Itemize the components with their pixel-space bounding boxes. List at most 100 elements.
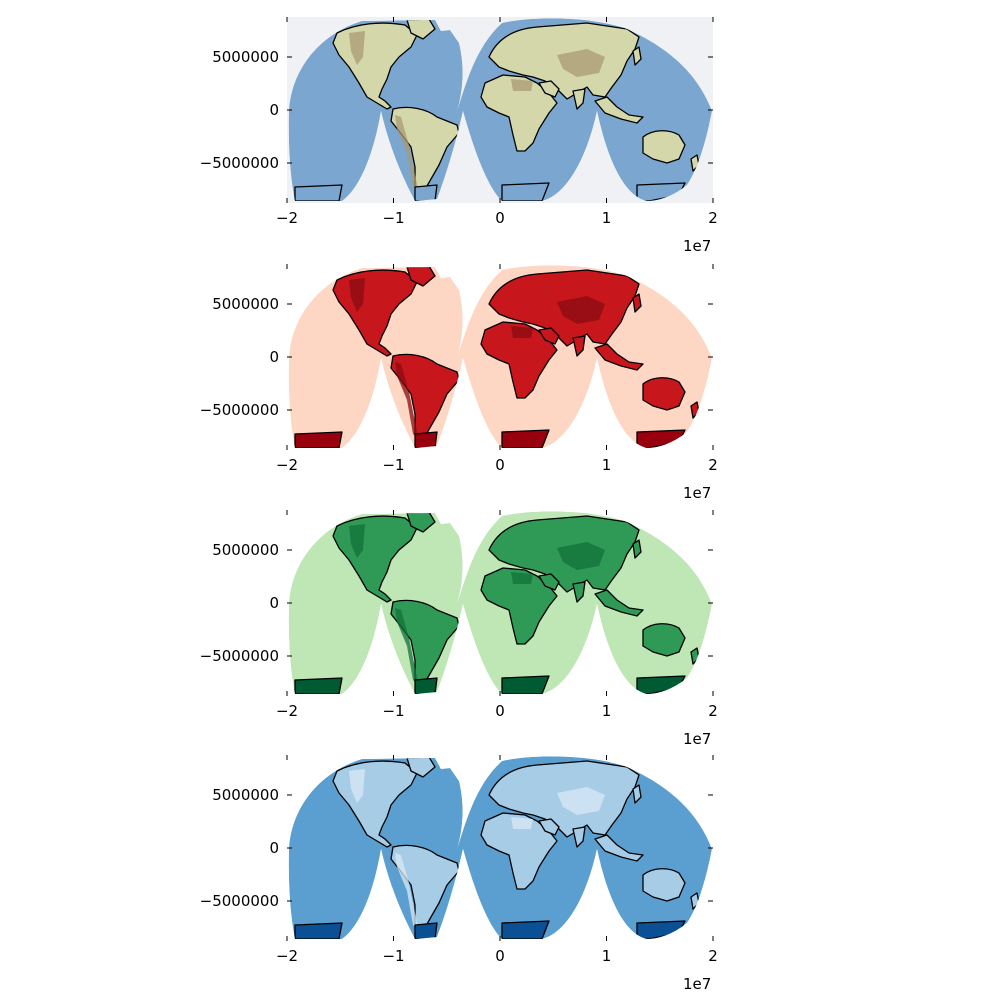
x-tick-label: −1 [382,456,404,474]
north-america-highland [349,769,365,803]
africa-highland [511,326,533,338]
x-tick-label: −2 [276,702,298,720]
japan-landmass [632,293,642,313]
antarctica-1-landmass [294,677,343,694]
x-axis: −2 −1 0 1 2 1e7 [276,17,718,255]
x-tick-label: 1 [602,947,612,965]
antarctica-2-landmass [414,677,438,694]
x-axis-offset: 1e7 [683,975,711,993]
x-tick-label: −1 [382,947,404,965]
africa-highland [511,572,533,584]
africa-highland [511,79,533,91]
y-tick-label: 5000000 [212,786,279,804]
x-tick-label: 2 [708,209,718,227]
africa-highland [511,817,533,829]
europe-asia-highland [557,787,605,815]
x-tick-label: −2 [276,947,298,965]
antarctica-3-landmass [501,182,550,201]
australia-landmass [642,868,686,902]
antarctica-3-landmass [501,429,550,448]
x-tick-label: −2 [276,456,298,474]
south-america-landmass [390,599,460,691]
antarctica-3-landmass [501,920,550,939]
map-layer [288,18,712,201]
x-tick-label: 2 [708,702,718,720]
australia-landmass [642,130,686,164]
y-tick-label: −5000000 [200,892,279,910]
australia-landmass [642,623,686,657]
x-tick-label: 0 [495,456,505,474]
north-america-highland [349,278,365,312]
antarctica-1-landmass [294,922,343,939]
map-panel-4: −2 −1 0 1 2 1e7 5000000 0 −5000000 [200,755,718,993]
europe-asia-highland [557,49,605,77]
europe-asia-highland [557,296,605,324]
map-panel-3: −2 −1 0 1 2 1e7 5000000 0 −5000000 [200,510,718,748]
map-layer [288,265,712,448]
southeast-asia-landmass [594,96,644,124]
south-america-highland [395,608,419,686]
x-axis-offset: 1e7 [683,484,711,502]
x-tick-label: 0 [495,209,505,227]
y-tick-label: −5000000 [200,154,279,172]
x-tick-label: 1 [602,456,612,474]
map-panel-1: −2 −1 0 1 2 1e7 5000000 0 −5000000 [200,17,718,255]
europe-asia-highland [557,542,605,570]
south-america-landmass [390,844,460,936]
australia-landmass [642,377,686,411]
southeast-asia-landmass [594,834,644,862]
x-tick-label: −2 [276,209,298,227]
north-america-highland [349,31,365,65]
y-tick-label: 0 [269,101,279,119]
y-tick-label: 0 [269,594,279,612]
southeast-asia-landmass [594,589,644,617]
antarctica-2-landmass [414,184,438,201]
y-tick-label: 5000000 [212,295,279,313]
southeast-asia-landmass [594,343,644,371]
india-landmass [572,88,586,110]
y-tick-label: −5000000 [200,401,279,419]
x-tick-label: 2 [708,456,718,474]
antarctica-1-landmass [294,431,343,448]
arabia-landmass [538,327,560,345]
x-axis: −2 −1 0 1 2 1e7 [276,264,718,502]
y-axis: 5000000 0 −5000000 [200,541,713,665]
japan-landmass [632,539,642,559]
antarctica-2-landmass [414,431,438,448]
x-tick-label: −1 [382,209,404,227]
y-tick-label: 5000000 [212,48,279,66]
x-axis-offset: 1e7 [683,730,711,748]
arabia-landmass [538,573,560,591]
india-landmass [572,335,586,357]
india-landmass [572,826,586,848]
south-america-highland [395,115,419,193]
japan-landmass [632,784,642,804]
map-layer [288,756,712,939]
y-tick-label: −5000000 [200,647,279,665]
x-tick-label: 2 [708,947,718,965]
y-axis: 5000000 0 −5000000 [200,295,713,419]
south-america-highland [395,853,419,931]
antarctica-3-landmass [501,675,550,694]
south-america-highland [395,362,419,440]
x-tick-label: 1 [602,209,612,227]
south-america-landmass [390,353,460,445]
x-tick-label: 0 [495,947,505,965]
south-america-landmass [390,106,460,198]
x-axis: −2 −1 0 1 2 1e7 [276,510,718,748]
antarctica-2-landmass [414,922,438,939]
y-tick-label: 0 [269,839,279,857]
india-landmass [572,581,586,603]
y-axis: 5000000 0 −5000000 [200,786,713,910]
arabia-landmass [538,818,560,836]
x-axis: −2 −1 0 1 2 1e7 [276,755,718,993]
map-panel-2: −2 −1 0 1 2 1e7 5000000 0 −5000000 [200,264,718,502]
x-tick-label: 0 [495,702,505,720]
x-tick-label: −1 [382,702,404,720]
north-america-highland [349,524,365,558]
y-axis: 5000000 0 −5000000 [200,48,713,172]
arabia-landmass [538,80,560,98]
map-layer [288,511,712,694]
x-axis-offset: 1e7 [683,237,711,255]
